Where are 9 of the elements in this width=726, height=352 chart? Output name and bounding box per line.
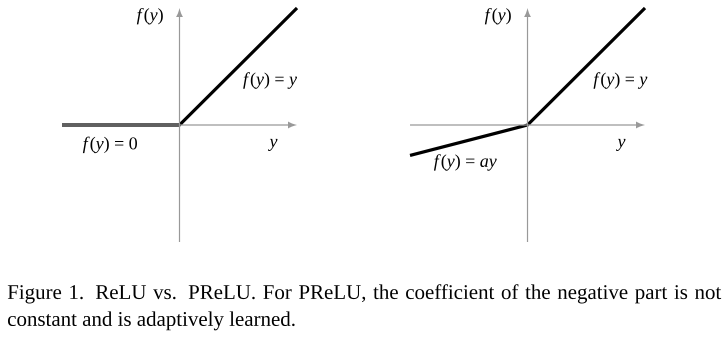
annotation: f(y) = y: [243, 72, 297, 89]
annotation: f(y) = y: [594, 72, 648, 89]
x-axis-title: y: [616, 138, 626, 151]
y-axis-title: f(y): [484, 8, 511, 24]
y-axis-title: f(y): [136, 8, 163, 24]
text: f(y) = 0: [82, 136, 137, 154]
annotation: f(y) = ay: [434, 154, 497, 171]
x-axis-title: y: [268, 138, 278, 151]
caption: Figure 1. ReLU vs. PReLU. For PReLU, the coefficient of the negative part is not constant and is adaptively learned.: [8, 284, 722, 330]
